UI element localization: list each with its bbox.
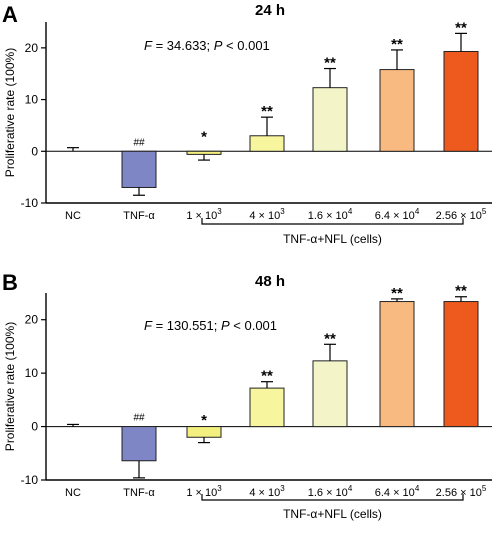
x-tick-label: 1 × 103 — [186, 207, 222, 222]
bar — [121, 426, 157, 462]
x-tick-label: TNF-α — [123, 487, 155, 499]
bar — [121, 150, 157, 188]
y-tick-label: 0 — [31, 420, 38, 434]
y-tick-label: 20 — [25, 41, 39, 55]
y-tick-label: -10 — [21, 196, 39, 210]
significance-marker: * — [201, 412, 207, 429]
bar — [312, 360, 348, 428]
x-tick-label: 1.6 × 104 — [308, 484, 353, 499]
significance-marker: ## — [133, 137, 145, 148]
significance-marker: * — [201, 129, 207, 146]
x-tick-label: NC — [65, 487, 81, 499]
chart-title: 24 h — [255, 2, 285, 19]
y-axis-label: Proliferative rate (100%) — [3, 48, 17, 177]
bar — [186, 150, 222, 155]
x-tick-label: 2.56 × 105 — [436, 484, 487, 499]
panel-label: B — [2, 270, 18, 295]
y-tick-label: 10 — [25, 366, 39, 380]
significance-marker: ** — [261, 103, 273, 120]
significance-marker: ** — [324, 55, 336, 72]
group-bracket — [201, 218, 464, 225]
x-tick-label: 1 × 103 — [186, 484, 222, 499]
significance-marker: ** — [324, 330, 336, 347]
significance-marker: ** — [455, 19, 467, 36]
x-tick-label: 6.4 × 104 — [375, 207, 420, 222]
bar — [443, 50, 479, 152]
significance-marker: ** — [391, 36, 403, 53]
x-tick-label: 4 × 103 — [249, 484, 285, 499]
significance-marker: ** — [261, 368, 273, 385]
significance-marker: ** — [455, 283, 467, 300]
x-tick-label: 4 × 103 — [249, 207, 285, 222]
x-tick-label: 6.4 × 104 — [375, 484, 420, 499]
stats-annotation: F = 34.633; P < 0.001 — [144, 38, 270, 53]
bar — [379, 301, 415, 428]
x-tick-label: 2.56 × 105 — [436, 207, 487, 222]
x-tick-label: TNF-α — [123, 210, 155, 222]
bar — [312, 87, 348, 152]
x-tick-label: 1.6 × 104 — [308, 207, 353, 222]
chart-panel-a: A 24 h F = 34.633; P < 0.001 Proliferative … — [2, 2, 492, 246]
panel-label: A — [2, 2, 18, 27]
group-label: TNF-α+NFL (cells) — [283, 232, 382, 246]
chart-panel-b: B 48 h F = 130.551; P < 0.001 Proliferative… — [2, 270, 492, 521]
stats-annotation: F = 130.551; P < 0.001 — [144, 318, 277, 333]
x-tick-label: NC — [65, 210, 81, 222]
bar — [249, 135, 285, 152]
bar — [443, 301, 479, 428]
significance-marker: ## — [133, 413, 145, 424]
chart-title: 48 h — [255, 273, 285, 290]
group-label: TNF-α+NFL (cells) — [283, 507, 382, 521]
y-tick-label: 20 — [25, 313, 39, 327]
y-tick-label: 10 — [25, 93, 39, 107]
y-tick-label: -10 — [21, 473, 39, 487]
y-axis-label: Proliferative rate (100%) — [3, 322, 17, 451]
bar — [379, 69, 415, 152]
bar — [249, 387, 285, 428]
group-bracket — [201, 494, 464, 501]
y-tick-label: 0 — [31, 144, 38, 158]
significance-marker: ** — [391, 285, 403, 302]
